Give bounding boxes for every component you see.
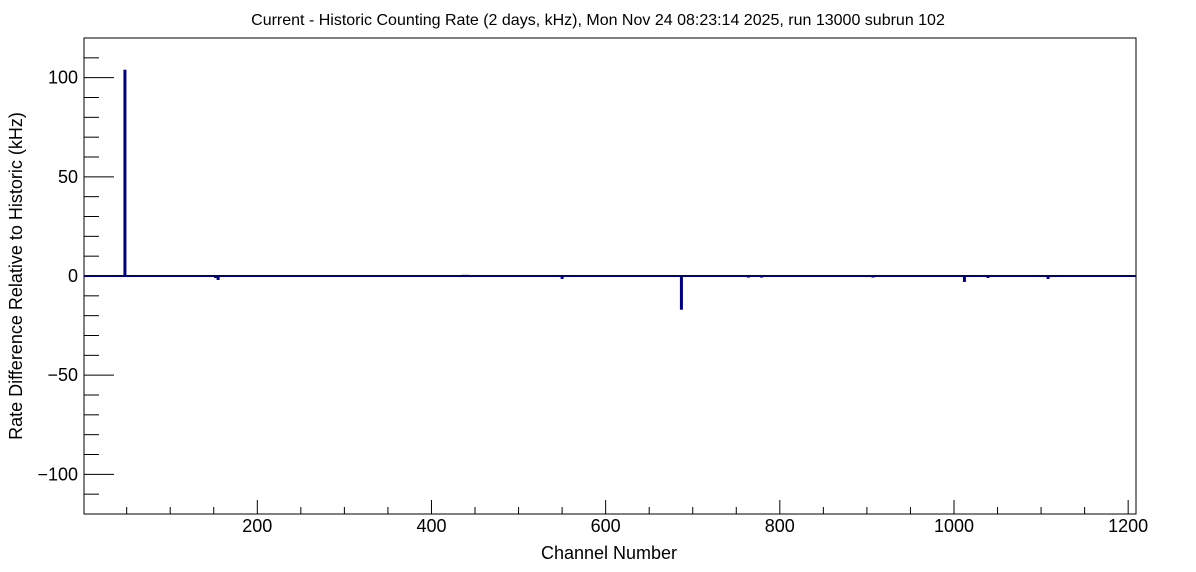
x-tick-label: 600 bbox=[591, 516, 621, 536]
chart-title: Current - Historic Counting Rate (2 days… bbox=[251, 12, 945, 29]
x-tick-label: 800 bbox=[765, 516, 795, 536]
bar bbox=[123, 69, 127, 276]
y-tick-label: −50 bbox=[47, 365, 78, 385]
bars-layer bbox=[123, 69, 1050, 310]
bar bbox=[560, 276, 564, 279]
y-axis-label: Rate Difference Relative to Historic (kH… bbox=[6, 112, 26, 440]
bar bbox=[962, 276, 966, 282]
x-tick-label: 1000 bbox=[934, 516, 974, 536]
x-tick-label: 1200 bbox=[1108, 516, 1148, 536]
axes-layer: −100 −50 0 50 100 200 400 600 800 1000 1200 bbox=[37, 37, 1148, 536]
y-tick-label: 50 bbox=[58, 167, 78, 187]
y-tick-label: 100 bbox=[48, 68, 78, 88]
y-tick-label: 0 bbox=[68, 266, 78, 286]
bar bbox=[679, 276, 683, 310]
x-axis-label: Channel Number bbox=[541, 543, 677, 563]
bar bbox=[1046, 276, 1050, 279]
y-tick-label: −100 bbox=[37, 464, 78, 484]
x-tick-label: 200 bbox=[242, 516, 272, 536]
bar bbox=[216, 276, 220, 280]
x-tick-label: 400 bbox=[416, 516, 446, 536]
